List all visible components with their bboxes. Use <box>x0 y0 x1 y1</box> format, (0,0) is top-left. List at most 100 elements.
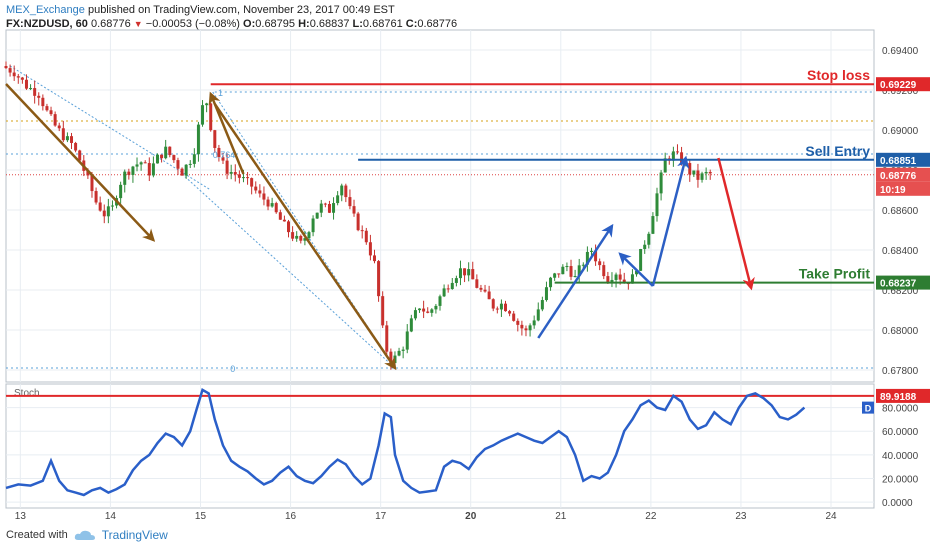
candle-body <box>377 261 381 297</box>
candle-body <box>651 216 655 234</box>
candle-body <box>549 277 553 288</box>
candle-body <box>581 264 585 266</box>
candle-body <box>512 313 516 321</box>
candle-body <box>86 170 90 176</box>
candle-body <box>172 155 176 161</box>
candle-body <box>692 170 696 175</box>
candle-body <box>147 163 151 176</box>
candle-body <box>585 251 589 265</box>
countdown-tag-bg <box>876 181 930 196</box>
stop-price-tag: 0.69229 <box>880 80 917 91</box>
candle-body <box>250 178 254 187</box>
candle-body <box>409 318 413 332</box>
candle-body <box>495 308 499 310</box>
candle-body <box>540 300 544 310</box>
stoch-value-tag: 89.9188 <box>880 392 917 403</box>
candle-body <box>205 103 209 106</box>
candle-body <box>24 79 28 89</box>
candle-body <box>123 171 127 185</box>
candle-body <box>536 309 540 321</box>
time-axis-tick: 22 <box>645 511 657 522</box>
candle-body <box>282 219 286 222</box>
tradingview-link[interactable]: TradingView <box>101 528 168 542</box>
candle-body <box>98 202 102 211</box>
stoch-axis-tick: 0.0000 <box>882 498 913 509</box>
candle-body <box>504 303 508 312</box>
time-axis-tick: 24 <box>825 511 837 522</box>
chart-header: MEX_Exchange published on TradingView.co… <box>6 3 457 31</box>
last-price: 0.68776 <box>90 18 131 30</box>
candle-body <box>671 151 675 161</box>
candle-body <box>663 158 667 173</box>
candle-body <box>442 288 446 297</box>
candle-body <box>78 150 82 161</box>
candle-body <box>237 174 241 178</box>
price-change: −0.00053 (−0.08%) <box>145 18 240 30</box>
candle-body <box>307 232 311 239</box>
author-link[interactable]: MEX_Exchange <box>6 4 85 16</box>
footer: Created with TradingView <box>6 528 168 542</box>
time-axis-tick: 14 <box>105 511 117 522</box>
candle-body <box>430 309 434 313</box>
candle-body <box>196 124 200 155</box>
candle-body <box>639 249 643 271</box>
candle-body <box>610 279 614 283</box>
candle-body <box>487 291 491 300</box>
candlestick-series <box>4 61 712 370</box>
stop-loss-label: Stop loss <box>807 67 870 83</box>
blue-down-arrow <box>618 252 654 287</box>
stoch-line <box>5 388 806 497</box>
candle-body <box>332 203 336 213</box>
candle-body <box>348 197 352 207</box>
candle-body <box>426 311 430 313</box>
tp-price-tag: 0.68237 <box>880 279 917 290</box>
candle-body <box>229 172 233 174</box>
stoch-axis-tick: 20.0000 <box>882 474 919 485</box>
candle-body <box>577 265 581 276</box>
fib-786-label: 0.764 <box>213 150 236 160</box>
candle-body <box>602 265 606 277</box>
candle-body <box>246 177 250 179</box>
open-label: O: <box>243 18 256 30</box>
candle-body <box>463 268 467 276</box>
candle-body <box>471 269 475 280</box>
time-axis-tick: 17 <box>375 511 387 522</box>
d-badge: D <box>865 404 872 414</box>
candle-body <box>155 154 159 164</box>
candle-body <box>483 289 487 292</box>
candle-body <box>385 325 389 352</box>
candle-body <box>458 268 462 279</box>
current-price-tag: 0.68776 <box>880 171 917 182</box>
current-price-tag-bg <box>876 167 930 182</box>
candle-body <box>41 97 45 107</box>
candle-body <box>688 163 692 175</box>
fib-0-label: 0 <box>230 364 235 374</box>
candle-body <box>630 274 634 284</box>
candle-body <box>491 299 495 309</box>
candle-body <box>29 88 33 90</box>
candle-body <box>12 72 16 77</box>
candle-body <box>618 274 622 280</box>
time-axis-tick: 15 <box>195 511 207 522</box>
candle-body <box>49 110 53 115</box>
candle-body <box>438 296 442 306</box>
tradingview-cloud-icon <box>74 530 95 540</box>
candle-body <box>217 147 221 158</box>
candle-body <box>192 154 196 164</box>
candle-body <box>708 171 712 174</box>
stoch-value-tag-bg <box>876 388 930 403</box>
candle-body <box>499 303 503 310</box>
candle-body <box>94 191 98 203</box>
candle-body <box>643 244 647 250</box>
candle-body <box>372 255 376 262</box>
stoch-pane <box>5 383 875 509</box>
candle-body <box>278 212 282 220</box>
brown-down-arrow <box>5 83 156 242</box>
high-label: H: <box>298 18 310 30</box>
price-axis-tick: 0.69400 <box>882 46 919 57</box>
candle-body <box>401 349 405 351</box>
candle-body <box>70 136 74 143</box>
candle-body <box>336 195 340 204</box>
candle-body <box>565 266 569 268</box>
